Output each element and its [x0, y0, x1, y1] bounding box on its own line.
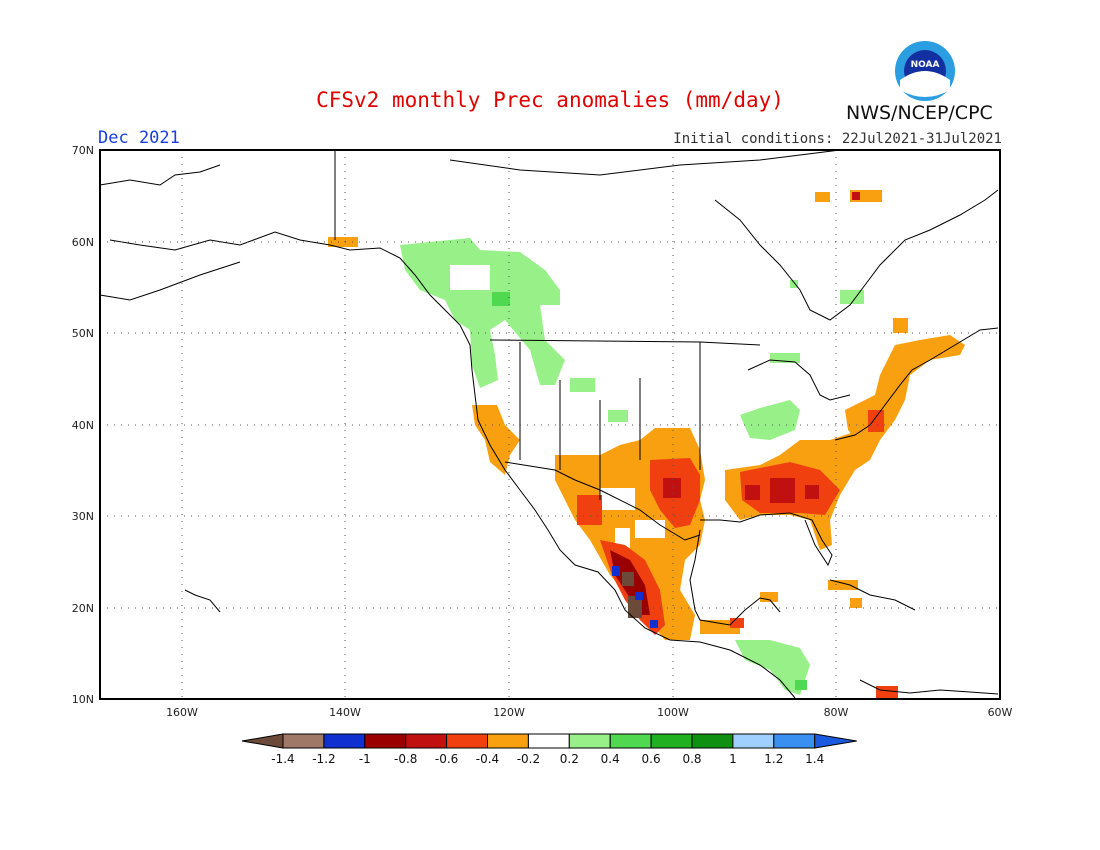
colorbar-label: -1.2	[312, 752, 335, 766]
colorbar-label: 0.6	[642, 752, 661, 766]
colorbar-segment	[446, 733, 489, 749]
map-frame	[99, 149, 1001, 700]
lat-label: 20N	[72, 602, 94, 615]
lon-label: 100W	[657, 706, 689, 719]
lon-label: 60W	[988, 706, 1013, 719]
colorbar-label: -0.4	[476, 752, 499, 766]
colorbar-segment	[364, 733, 407, 749]
lon-label: 160W	[166, 706, 198, 719]
lon-label: 80W	[824, 706, 849, 719]
colorbar-segment	[405, 733, 448, 749]
graticule	[100, 150, 1000, 699]
lon-label: 120W	[493, 706, 525, 719]
colorbar-label: 1.4	[805, 752, 824, 766]
longitude-labels: 160W 140W 120W 100W 80W 60W	[166, 706, 1012, 719]
colorbar-segment	[609, 733, 652, 749]
chart-title: CFSv2 monthly Prec anomalies (mm/day)	[316, 88, 784, 112]
agency-label: NWS/NCEP/CPC	[846, 102, 993, 124]
lat-label: 30N	[72, 510, 94, 523]
colorbar-label: 0.2	[560, 752, 579, 766]
colorbar-label: 0.8	[682, 752, 701, 766]
colorbar-segment	[527, 733, 570, 749]
colorbar-label: 1.2	[764, 752, 783, 766]
noaa-logo: NOAA	[895, 41, 955, 101]
colorbar-label: -0.6	[435, 752, 458, 766]
colorbar-segment	[732, 733, 775, 749]
lat-label: 60N	[72, 236, 94, 249]
colorbar-label: -0.8	[394, 752, 417, 766]
colorbar-label: 0.4	[601, 752, 620, 766]
lat-label: 50N	[72, 327, 94, 340]
colorbar-segment	[487, 733, 529, 749]
colorbar-segment	[568, 733, 611, 749]
colorbar-label: -0.2	[517, 752, 540, 766]
colorbar-segment	[650, 733, 693, 749]
colorbar-arrow-right	[814, 733, 857, 749]
lat-label: 40N	[72, 419, 94, 432]
colorbar-arrow-left	[241, 733, 284, 749]
noaa-logo-text: NOAA	[911, 60, 940, 70]
colorbar-label: -1	[359, 752, 371, 766]
forecast-month: Dec 2021	[98, 128, 180, 148]
colorbar: -1.4 -1.2 -1 -0.8 -0.6 -0.4 -0.2 0.2 0.4 0.6 0.8 1 1…	[241, 733, 857, 766]
lat-label: 70N	[72, 144, 94, 157]
anomaly-fills	[328, 190, 965, 698]
colorbar-segment	[773, 733, 816, 749]
lon-label: 140W	[329, 706, 361, 719]
colorbar-segment	[691, 733, 734, 749]
colorbar-segment	[282, 733, 325, 749]
colorbar-label: 1	[729, 752, 737, 766]
initial-conditions: Initial conditions: 22Jul2021-31Jul2021	[673, 131, 1002, 147]
colorbar-label: -1.4	[271, 752, 294, 766]
colorbar-segment	[323, 733, 366, 749]
coastlines	[99, 149, 999, 699]
lat-label: 10N	[72, 693, 94, 706]
latitude-labels: 70N 60N 50N 40N 30N 20N 10N	[72, 144, 94, 706]
